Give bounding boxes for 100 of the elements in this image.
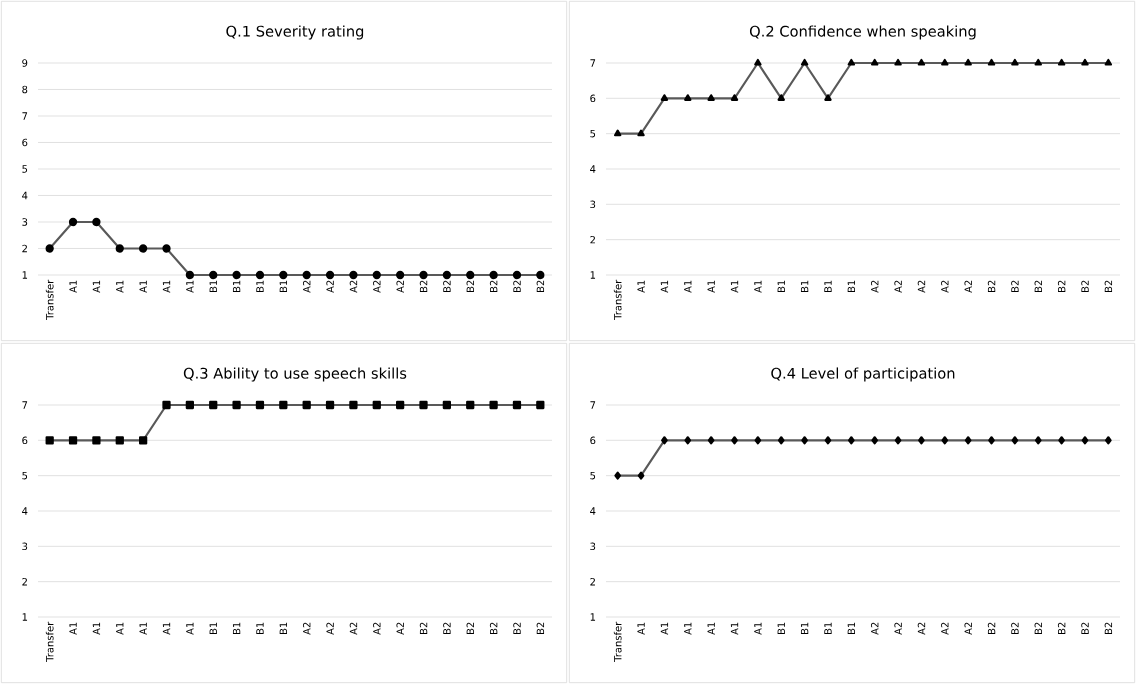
x-tick-label: A2 [373, 622, 381, 635]
x-tick-label: A1 [162, 622, 171, 635]
x-tick-label: Transfer [613, 279, 622, 320]
y-tick-label: 4 [22, 507, 28, 515]
x-tick-label: B2 [1057, 622, 1066, 634]
x-tick-label: B2 [1011, 280, 1019, 292]
x-tick-label: A2 [302, 280, 311, 293]
x-tick-label: B2 [513, 622, 521, 634]
x-tick-label: B2 [1104, 622, 1113, 634]
x-tick-label: A1 [684, 280, 692, 293]
x-tick-label: B1 [777, 280, 785, 292]
y-tick-label: 6 [590, 436, 596, 445]
x-tick-label: A2 [326, 280, 334, 293]
x-tick-label: B1 [232, 622, 241, 634]
y-tick-label: 1 [22, 613, 28, 621]
x-tick-label: B1 [824, 280, 832, 292]
x-tick-label: A1 [730, 622, 739, 635]
x-tick-label: B2 [443, 622, 451, 634]
x-tick-label: A1 [186, 280, 194, 293]
y-tick-label: 5 [22, 471, 28, 480]
chart-title: Q.1 Severity rating [226, 25, 364, 40]
x-tick-label: A2 [349, 280, 358, 293]
x-tick-label: B2 [1057, 280, 1066, 292]
x-tick-label: Transfer [613, 621, 622, 662]
x-tick-label: B2 [1034, 280, 1042, 292]
x-tick-label: B1 [232, 280, 241, 292]
y-tick-label: 7 [590, 401, 596, 409]
chart-title: Q.2 Confidence when speaking [749, 25, 976, 40]
x-tick-label: A1 [660, 622, 669, 635]
x-tick-label: A1 [139, 280, 147, 293]
x-tick-label: A2 [396, 622, 404, 635]
x-tick-label: A1 [186, 622, 194, 635]
x-tick-label: B2 [1081, 622, 1089, 634]
y-tick-label: 6 [22, 138, 28, 147]
x-tick-label: A1 [162, 280, 171, 293]
y-tick-label: 1 [590, 613, 596, 621]
x-tick-label: B1 [256, 280, 264, 292]
y-tick-label: 4 [590, 165, 596, 173]
x-tick-label: B2 [1011, 622, 1019, 634]
x-tick-label: B2 [489, 280, 498, 292]
y-tick-label: 1 [22, 271, 28, 279]
x-tick-label: B1 [847, 280, 855, 292]
y-tick-label: 4 [590, 507, 596, 515]
y-tick-label: 1 [590, 271, 596, 279]
y-tick-label: 5 [590, 471, 596, 480]
x-tick-label: B2 [987, 622, 996, 634]
x-tick-label: A1 [707, 622, 715, 635]
x-tick-label: B2 [466, 280, 474, 292]
y-tick-label: 8 [22, 85, 28, 94]
y-tick-label: 6 [22, 436, 28, 445]
x-tick-label: A1 [116, 280, 124, 293]
x-tick-label: B1 [847, 622, 855, 634]
x-tick-label: A1 [139, 622, 147, 635]
x-tick-label: A2 [964, 622, 972, 635]
y-tick-label: 7 [590, 59, 596, 67]
chart-title: Q.4 Level of participation [771, 367, 955, 382]
y-tick-label: 7 [22, 112, 28, 120]
x-tick-label: A1 [92, 622, 101, 635]
x-tick-label: B1 [800, 622, 809, 634]
x-tick-label: B1 [209, 622, 217, 634]
x-tick-label: A1 [754, 622, 762, 635]
x-tick-label: A1 [660, 280, 669, 293]
x-tick-label: A2 [917, 280, 926, 293]
x-tick-label: A2 [917, 622, 926, 635]
y-tick-label: 2 [22, 577, 27, 586]
x-tick-label: A1 [69, 280, 77, 293]
y-tick-label: 3 [22, 218, 28, 226]
x-tick-label: A1 [684, 622, 692, 635]
x-tick-label: B1 [777, 622, 785, 634]
x-tick-label: B1 [800, 280, 809, 292]
x-tick-label: B2 [1081, 280, 1089, 292]
x-tick-label: B2 [513, 280, 521, 292]
x-tick-label: A1 [637, 622, 645, 635]
x-tick-label: A2 [302, 622, 311, 635]
x-tick-label: B2 [466, 622, 474, 634]
y-tick-label: 4 [22, 191, 28, 200]
y-tick-label: 5 [22, 165, 28, 173]
x-tick-label: B1 [256, 622, 264, 634]
y-tick-label: 2 [22, 244, 27, 253]
x-tick-label: B1 [279, 622, 287, 634]
y-tick-label: 7 [22, 401, 28, 409]
x-tick-label: A1 [754, 280, 762, 293]
y-tick-label: 2 [590, 235, 595, 244]
x-tick-label: A1 [69, 622, 77, 635]
x-tick-label: B1 [209, 280, 217, 292]
y-tick-label: 2 [590, 577, 595, 586]
x-tick-label: A2 [894, 280, 902, 293]
x-tick-label: B2 [419, 622, 428, 634]
y-tick-label: 9 [22, 59, 28, 67]
x-tick-label: B2 [536, 280, 545, 292]
x-tick-label: B2 [1034, 622, 1042, 634]
x-tick-label: B1 [279, 280, 287, 292]
x-tick-label: A1 [730, 280, 739, 293]
x-tick-label: A1 [116, 622, 124, 635]
y-tick-label: 3 [22, 542, 28, 551]
x-tick-label: A2 [941, 280, 949, 293]
x-tick-label: A1 [707, 280, 715, 293]
x-tick-label: A2 [396, 280, 404, 293]
x-tick-label: A2 [894, 622, 902, 635]
x-tick-label: Transfer [45, 621, 54, 662]
